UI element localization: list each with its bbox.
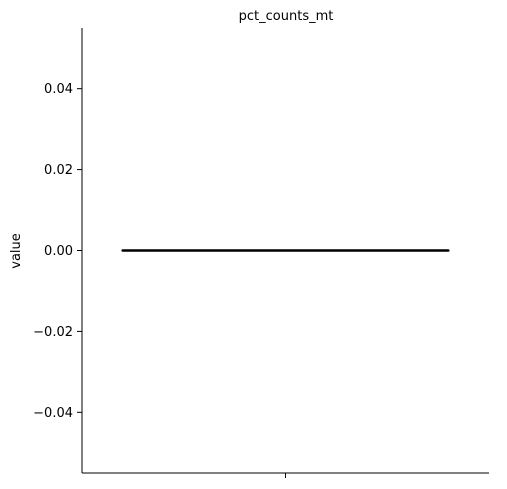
- chart-title: pct_counts_mt: [239, 9, 334, 24]
- y-axis-title: value: [9, 233, 24, 269]
- y-tick-label: 0.00: [44, 244, 73, 259]
- y-tick-label: 0.04: [44, 82, 73, 97]
- y-tick-label: −0.04: [33, 406, 73, 421]
- y-tick-label: −0.02: [33, 325, 73, 340]
- y-axis-ticks: −0.04 −0.02 0.00 0.02 0.04: [33, 82, 82, 421]
- y-tick-label: 0.02: [44, 163, 73, 178]
